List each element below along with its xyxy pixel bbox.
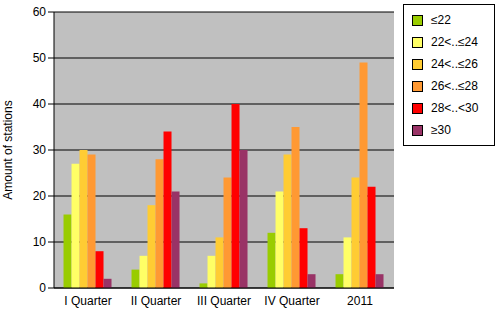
svg-text:II Quarter: II Quarter bbox=[131, 294, 182, 308]
html-text:24<..≤26: 24<..≤26 bbox=[431, 57, 478, 71]
svg-text:40: 40 bbox=[33, 97, 47, 111]
html-text:28<..<30: 28<..<30 bbox=[431, 101, 479, 115]
svg-text:III Quarter: III Quarter bbox=[197, 294, 251, 308]
svg-text:2011: 2011 bbox=[347, 294, 373, 308]
html-text:26<..≤28: 26<..≤28 bbox=[431, 79, 478, 93]
svg-text:0: 0 bbox=[39, 281, 46, 295]
svg-text:50: 50 bbox=[33, 51, 47, 65]
svg-text:Amount of stations: Amount of stations bbox=[8, 100, 15, 199]
svg-text:IV Quarter: IV Quarter bbox=[264, 294, 319, 308]
html-text:≤22: ≤22 bbox=[431, 13, 451, 27]
svg-text:60: 60 bbox=[33, 5, 47, 19]
svg-text:30: 30 bbox=[33, 143, 47, 157]
html-text:≥30: ≥30 bbox=[431, 123, 451, 137]
svg-text:I Quarter: I Quarter bbox=[64, 294, 111, 308]
svg-text:10: 10 bbox=[33, 235, 47, 249]
html-text:22<..≤24: 22<..≤24 bbox=[431, 35, 478, 49]
svg-text:20: 20 bbox=[33, 189, 47, 203]
